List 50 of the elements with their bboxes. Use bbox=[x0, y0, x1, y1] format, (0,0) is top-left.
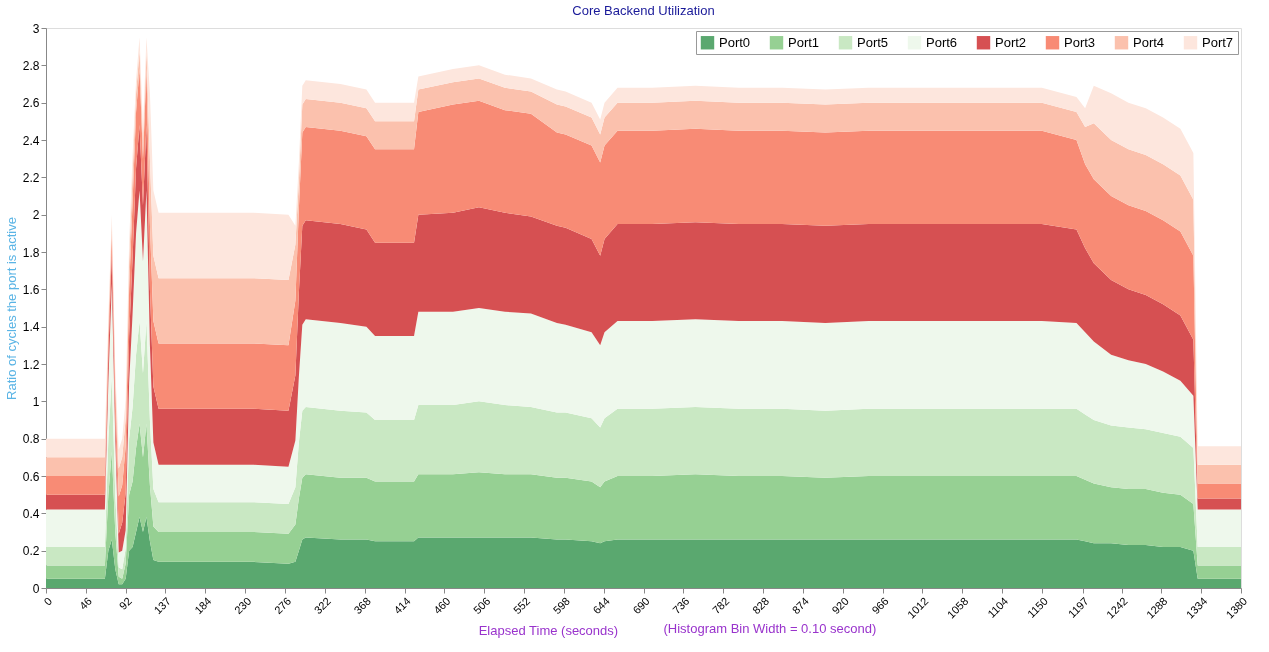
x-tick-label: 0 bbox=[41, 594, 55, 608]
y-tick-label: 2.8 bbox=[22, 58, 40, 73]
legend-label: Port3 bbox=[1064, 34, 1096, 50]
x-tick-label: 414 bbox=[391, 594, 413, 617]
y-tick-label: 0.6 bbox=[22, 469, 40, 484]
x-tick-label: 46 bbox=[76, 594, 95, 612]
legend-label: Port1 bbox=[788, 34, 820, 50]
x-tick-label: 506 bbox=[470, 594, 493, 617]
x-tick-label: 736 bbox=[670, 594, 692, 617]
x-tick-label: 322 bbox=[311, 594, 334, 617]
x-tick-label: 184 bbox=[192, 594, 214, 617]
chart-title: Core Backend Utilization bbox=[572, 3, 715, 18]
y-tick-label: 2.6 bbox=[22, 96, 40, 111]
y-tick-label: 2 bbox=[32, 208, 40, 223]
x-tick-label: 874 bbox=[789, 594, 812, 617]
x-tick-label: 276 bbox=[271, 594, 294, 617]
y-tick-label: 0.8 bbox=[22, 432, 40, 447]
y-tick-label: 3 bbox=[32, 21, 40, 36]
y-tick-label: 1.6 bbox=[22, 282, 40, 297]
legend-label: Port7 bbox=[1202, 34, 1234, 50]
y-tick-label: 0.2 bbox=[22, 544, 40, 559]
legend-label: Port2 bbox=[995, 34, 1027, 50]
legend-label: Port0 bbox=[719, 34, 751, 50]
y-tick-label: 0 bbox=[32, 581, 40, 596]
legend-label: Port5 bbox=[857, 34, 889, 50]
x-tick-label: 598 bbox=[550, 594, 573, 617]
x-tick-label: 828 bbox=[749, 594, 772, 617]
x-tick-label: 782 bbox=[709, 594, 732, 617]
x-tick-label: 230 bbox=[231, 594, 254, 617]
y-tick-label: 1 bbox=[32, 394, 40, 409]
x-tick-label: 920 bbox=[829, 594, 851, 617]
x-tick-label: 690 bbox=[630, 594, 652, 617]
y-tick-label: 2.2 bbox=[22, 170, 40, 185]
y-axis-title: Ratio of cycles the port is active bbox=[3, 217, 19, 400]
x-tick-label: 644 bbox=[590, 594, 612, 617]
y-tick-label: 0.4 bbox=[22, 506, 40, 521]
legend-label: Port4 bbox=[1133, 34, 1165, 50]
legend-label: Port6 bbox=[926, 34, 958, 50]
text: (Histogram Bin Width = 0.10 second) bbox=[663, 621, 877, 636]
x-axis-title: Elapsed Time (seconds) bbox=[478, 622, 619, 638]
x-tick-label: 460 bbox=[431, 594, 453, 617]
x-tick-label: 552 bbox=[510, 594, 533, 617]
x-tick-label: 92 bbox=[116, 594, 134, 612]
y-tick-label: 1.8 bbox=[22, 245, 40, 260]
x-tick-label: 137 bbox=[151, 594, 173, 617]
y-tick-label: 2.4 bbox=[22, 133, 40, 148]
y-tick-label: 1.2 bbox=[22, 357, 40, 372]
x-tick-label: 966 bbox=[869, 594, 891, 617]
x-tick-label: 368 bbox=[351, 594, 373, 617]
y-tick-label: 1.4 bbox=[22, 320, 40, 335]
